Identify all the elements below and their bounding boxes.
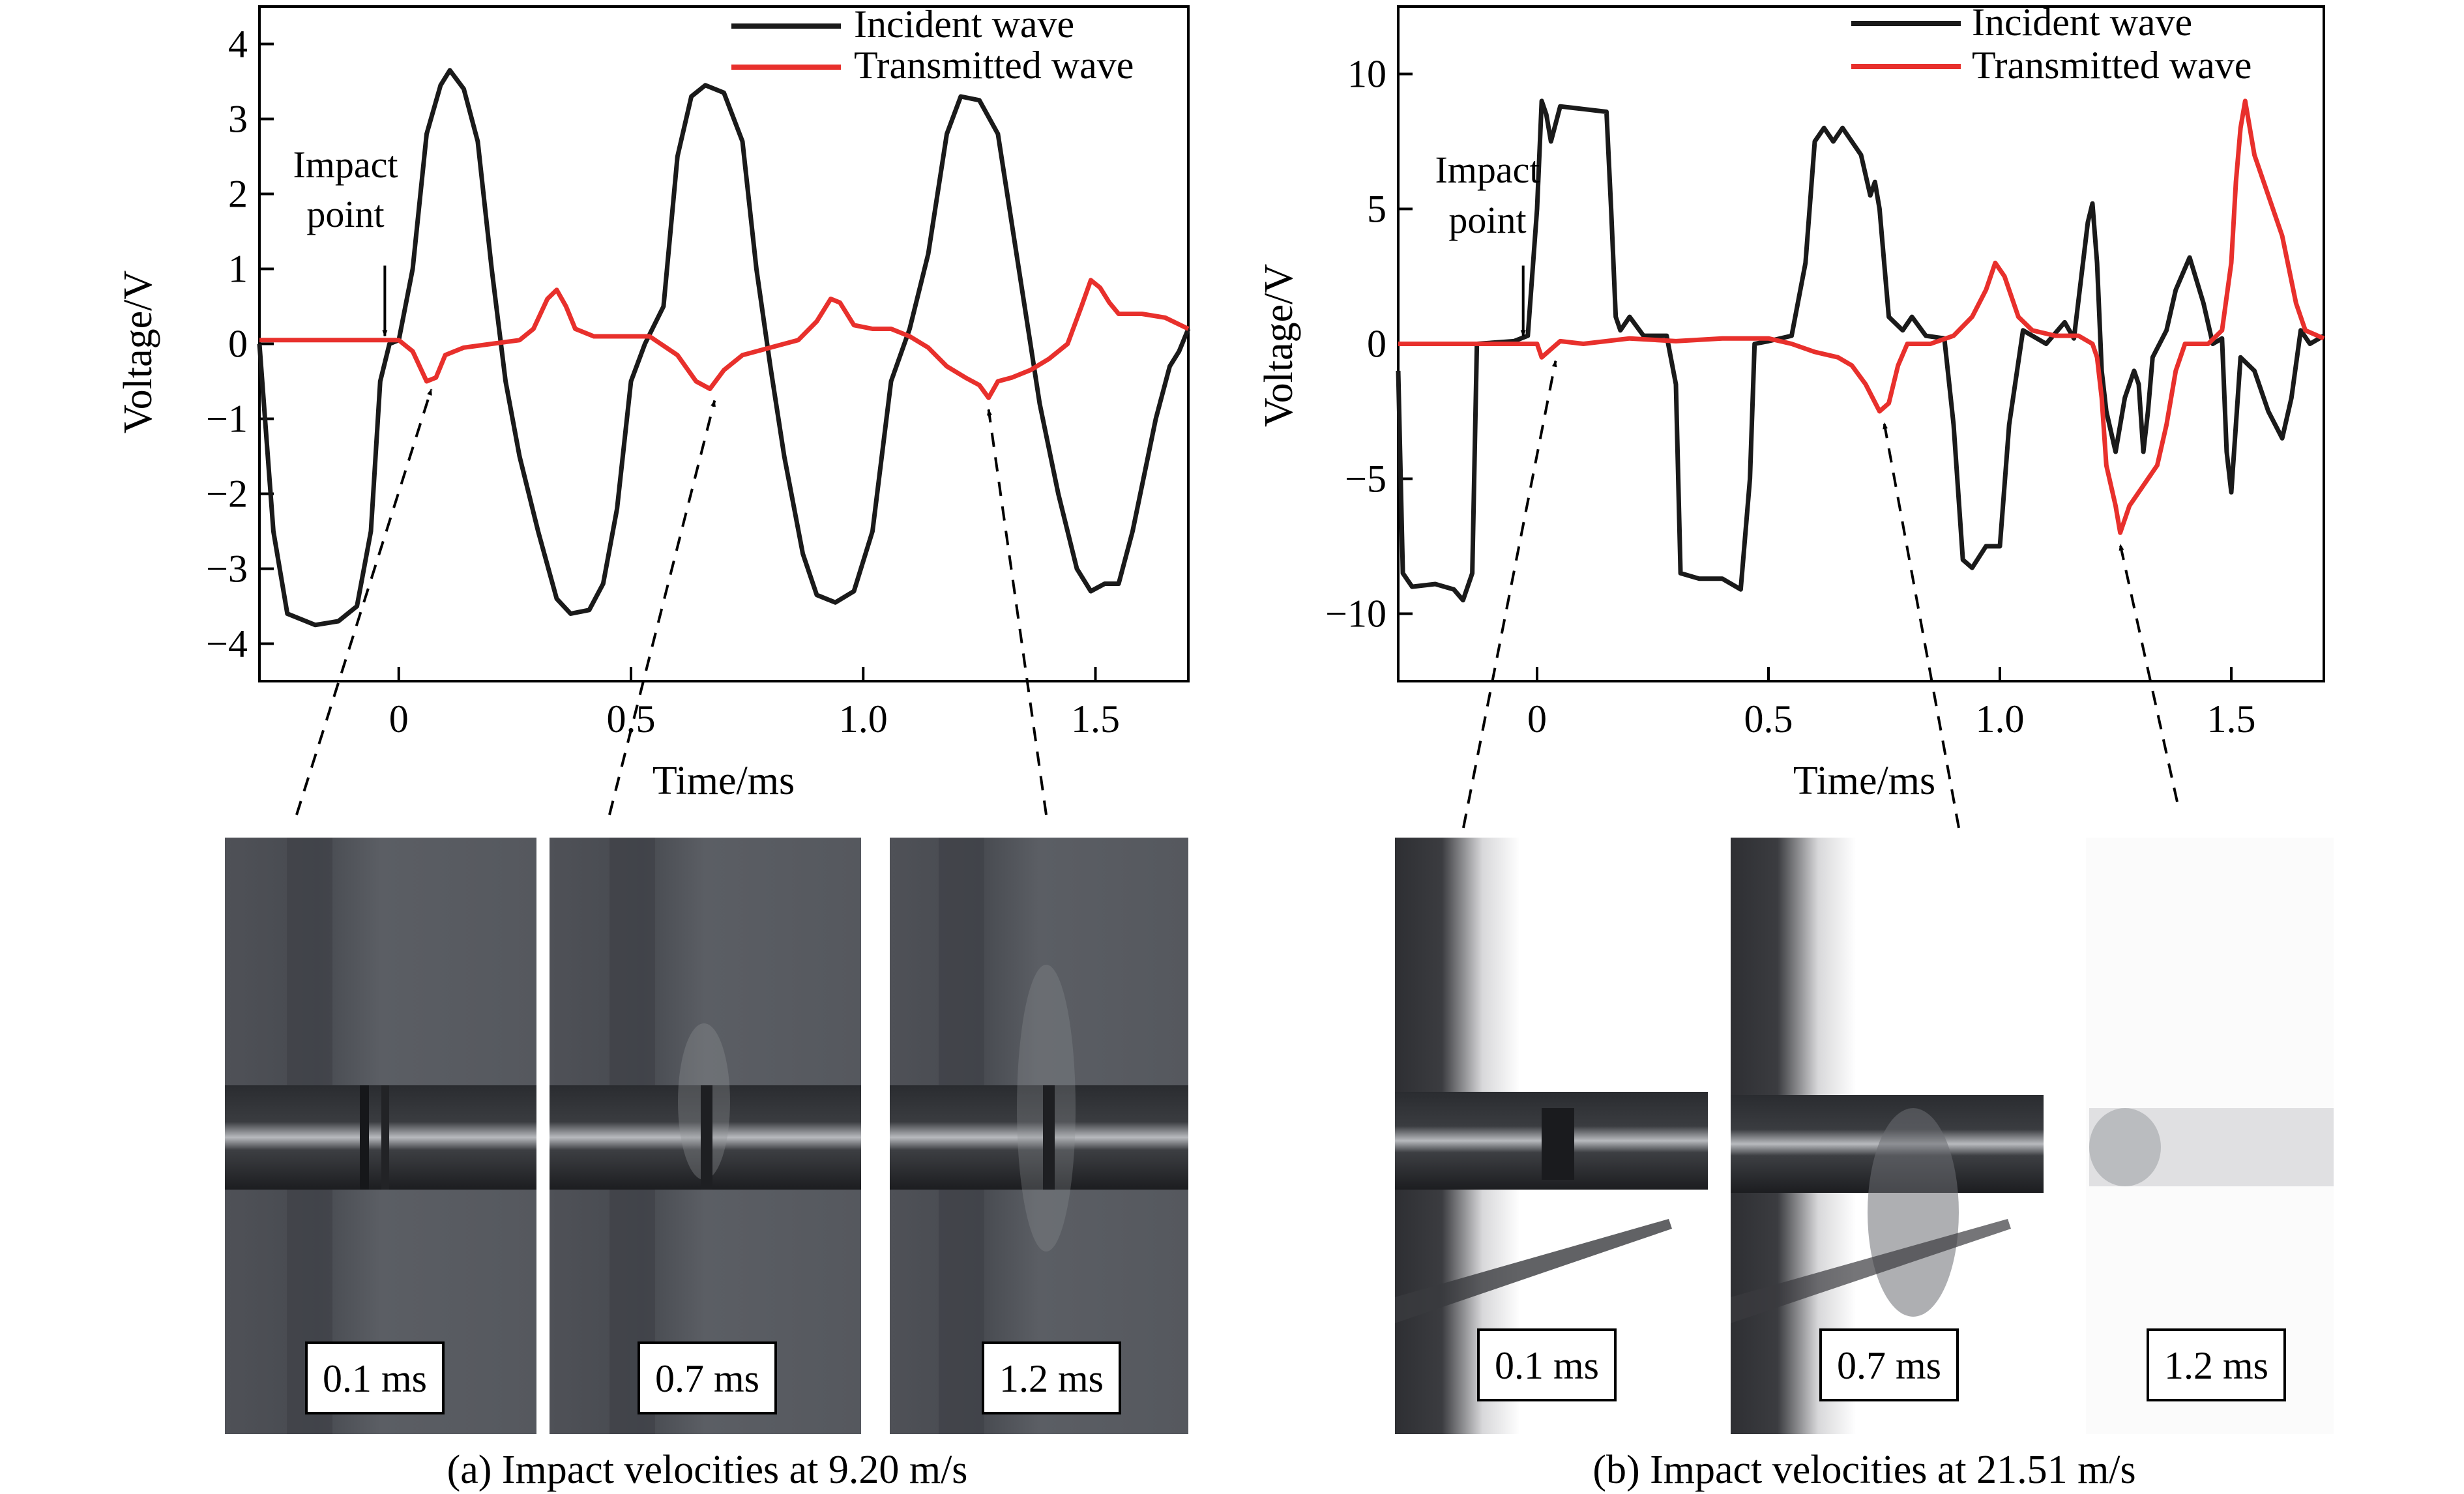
dashed-arrows-a	[295, 388, 1048, 815]
time-box-a-1	[305, 1341, 445, 1414]
photo-frame-b-2: 0.7 ms	[1731, 838, 2044, 1434]
x-tick-label: 0	[1527, 697, 1547, 740]
y-tick-label: 5	[1367, 188, 1386, 231]
dashed-arrow	[295, 388, 433, 815]
transmitted-wave-line	[1398, 98, 2325, 535]
time-label-b-1: 0.1 ms	[1495, 1344, 1599, 1387]
photo-frame-a-1: 0.1 ms	[225, 838, 536, 1434]
time-label-b-3: 1.2 ms	[2164, 1344, 2268, 1387]
dashed-arrow	[1462, 360, 1557, 828]
y-tick-label: 0	[228, 323, 248, 366]
y-tick-label: 0	[1367, 323, 1386, 366]
plot-frame-a	[258, 5, 1190, 682]
y-axis-title-a: Voltage/V	[116, 271, 160, 433]
x-axis-title-b: Time/ms	[1793, 759, 1935, 803]
dashed-arrow	[1883, 422, 1960, 828]
time-box-b-2	[1819, 1328, 1959, 1401]
y-tick-label: 4	[228, 23, 248, 66]
y-ticks-a: −4 −3 −2 −1 0 1 2 3 4	[206, 23, 274, 666]
impact-label-line2-a: point	[306, 193, 384, 235]
photo-frame-b-1: 0.1 ms	[1395, 838, 1708, 1434]
time-label-b-2: 0.7 ms	[1837, 1344, 1941, 1387]
x-tick-label: 1.5	[1071, 697, 1120, 740]
legend-label-transmitted-a: Transmitted wave	[854, 44, 1134, 87]
y-tick-label: −10	[1325, 593, 1386, 636]
time-label-a-3: 1.2 ms	[999, 1357, 1104, 1400]
y-tick-label: −4	[206, 622, 248, 666]
photo-frame-a-2: 0.7 ms	[550, 838, 861, 1434]
y-tick-label: −1	[206, 398, 248, 441]
x-tick-label: 1.0	[839, 697, 888, 740]
impact-label-line1-b: Impact	[1435, 149, 1540, 191]
x-tick-label: 0.5	[1744, 697, 1793, 740]
dashed-arrow	[986, 409, 1048, 815]
y-tick-label: 3	[228, 98, 248, 141]
x-tick-label: 1.5	[2207, 697, 2256, 740]
impact-label-line1-a: Impact	[293, 143, 398, 186]
dashed-arrows-b	[1462, 360, 2178, 828]
incident-wave-line	[1396, 98, 2325, 603]
dashed-arrow	[2119, 544, 2178, 802]
y-tick-label: −5	[1345, 458, 1386, 501]
y-tick-label: −3	[206, 548, 248, 591]
impact-annotation-a: Impact point	[293, 143, 398, 337]
chart-b: −10 −5 0 5 10 0 0.5 1.0 1.5 Voltage/V Time/ms I…	[1257, 1, 2325, 828]
x-tick-label: 0	[389, 697, 409, 740]
y-ticks-b: −10 −5 0 5 10	[1325, 53, 1413, 636]
series-lines-b	[1396, 98, 2325, 603]
time-label-a-2: 0.7 ms	[655, 1357, 759, 1400]
time-box-b-3	[2147, 1328, 2286, 1401]
time-box-a-2	[638, 1341, 777, 1414]
x-ticks-b: 0 0.5 1.0 1.5	[1527, 667, 2256, 740]
legend-label-incident-a: Incident wave	[854, 3, 1074, 46]
transmitted-wave-line	[259, 278, 1190, 400]
time-box-b-1	[1477, 1328, 1617, 1401]
impact-annotation-b: Impact point	[1435, 149, 1540, 337]
caption-a: (a) Impact velocities at 9.20 m/s	[447, 1448, 968, 1492]
impact-label-line2-b: point	[1448, 199, 1526, 241]
x-tick-label: 1.0	[1976, 697, 2025, 740]
photo-frame-a-3: 1.2 ms	[890, 838, 1188, 1434]
legend-label-transmitted-b: Transmitted wave	[1972, 44, 2251, 87]
y-tick-label: 1	[228, 248, 248, 291]
x-ticks-a: 0 0.5 1.0 1.5	[389, 667, 1120, 740]
legend-a: Incident wave Transmitted wave	[731, 3, 1134, 87]
photo-frame-b-3: 1.2 ms	[2086, 838, 2334, 1434]
photo-strip-a: 0.1 ms 0.7 ms 1.2 ms	[225, 838, 1188, 1434]
dashed-arrow	[608, 400, 716, 815]
caption-b: (b) Impact velocities at 21.51 m/s	[1592, 1448, 2135, 1492]
x-axis-title-a: Time/ms	[653, 759, 795, 803]
y-tick-label: 2	[228, 173, 248, 216]
series-lines-a	[257, 68, 1191, 628]
legend-b: Incident wave Transmitted wave	[1851, 1, 2251, 87]
time-box-a-3	[982, 1341, 1121, 1414]
time-label-a-1: 0.1 ms	[323, 1357, 427, 1400]
y-axis-title-b: Voltage/V	[1257, 264, 1301, 427]
incident-wave-line	[257, 68, 1191, 628]
photo-strip-b: 0.1 ms 0.7 ms 1.2 ms	[1395, 838, 2334, 1434]
legend-label-incident-b: Incident wave	[1972, 1, 2192, 44]
y-tick-label: 10	[1347, 53, 1386, 96]
y-tick-label: −2	[206, 473, 248, 516]
